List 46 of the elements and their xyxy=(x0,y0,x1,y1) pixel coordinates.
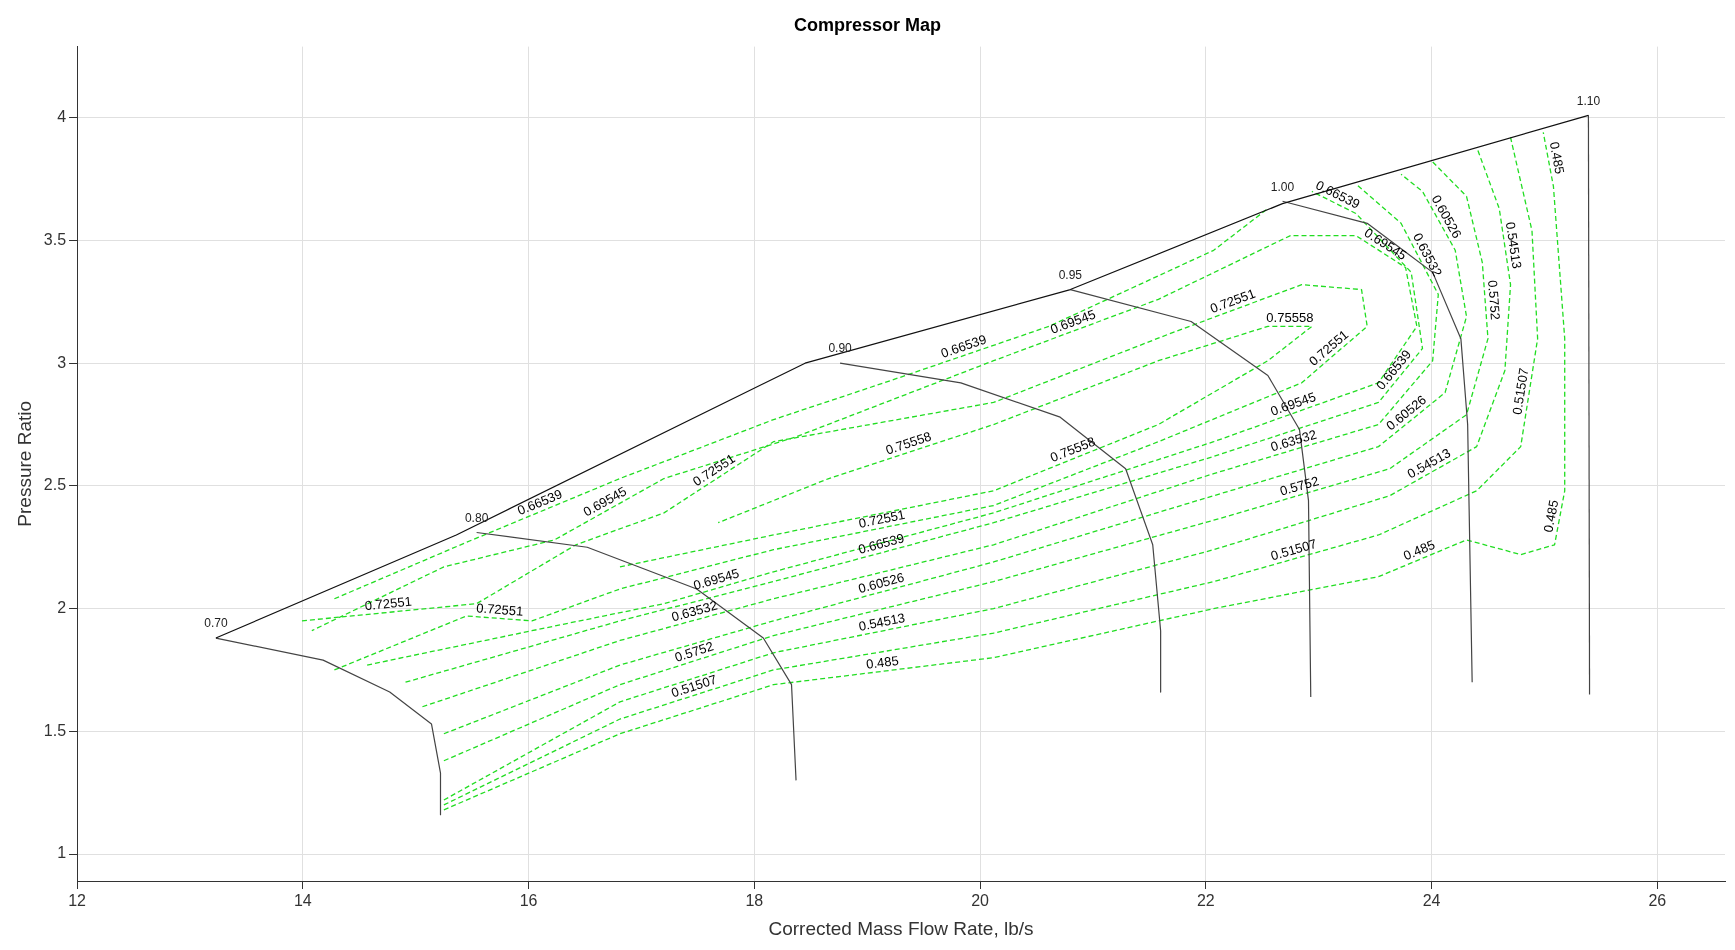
x-tick-label: 26 xyxy=(1648,892,1667,910)
text: 0.72551 xyxy=(364,593,413,614)
x-tick-label: 22 xyxy=(1196,892,1215,910)
series-label: 0.90 xyxy=(828,341,853,356)
y-tick-label: 1 xyxy=(57,844,67,862)
text: 0.51507 xyxy=(1269,536,1319,564)
x-tick-label: 20 xyxy=(971,892,990,910)
text: 0.54513 xyxy=(1502,220,1525,270)
text: 0.63532 xyxy=(1268,426,1319,455)
text: 0.5752 xyxy=(1485,279,1503,321)
y-tick-label: 3.5 xyxy=(43,230,67,248)
series-label: 0.80 xyxy=(464,510,489,525)
text: 0.72551 xyxy=(475,600,524,619)
y-axis-title: Pressure Ratio xyxy=(13,400,35,527)
x-tick-label: 12 xyxy=(68,892,87,910)
y-tick-label: 3 xyxy=(57,353,67,371)
text: 0.485 xyxy=(865,652,900,672)
text: 0.485 xyxy=(1540,498,1562,534)
text: 0.485 xyxy=(1546,140,1568,176)
series-label: 0.95 xyxy=(1058,267,1083,282)
x-tick-label: 14 xyxy=(293,892,312,910)
series-label: 1.10 xyxy=(1576,93,1601,108)
chart-title: Compressor Map xyxy=(793,14,942,35)
text: 0.75558 xyxy=(883,428,934,458)
text: 0.69545 xyxy=(691,565,741,593)
text: 0.5752 xyxy=(672,638,716,665)
x-axis-title: Corrected Mass Flow Rate, lb/s xyxy=(768,917,1034,939)
x-tick-label: 16 xyxy=(519,892,538,910)
x-tick-label: 24 xyxy=(1422,892,1441,910)
text: 0.51507 xyxy=(1509,366,1532,416)
text: 0.485 xyxy=(1401,536,1437,564)
y-tick-label: 1.5 xyxy=(43,721,67,739)
series-label: 1.00 xyxy=(1270,179,1295,194)
text: 0.51507 xyxy=(669,671,719,701)
text: 0.72551 xyxy=(857,506,907,531)
text: 0.5752 xyxy=(1278,473,1321,499)
text: 0.63532 xyxy=(669,597,719,625)
y-tick-label: 2.5 xyxy=(43,476,67,494)
series-label: 0.70 xyxy=(204,616,228,631)
y-tick-label: 2 xyxy=(57,599,67,616)
text: 0.54513 xyxy=(857,609,907,634)
y-tick-label: 4 xyxy=(57,108,67,126)
text: 0.75558 xyxy=(1266,309,1314,325)
text: 0.66539 xyxy=(856,530,906,557)
x-tick-label: 18 xyxy=(745,892,764,910)
text: 0.60526 xyxy=(856,569,906,597)
